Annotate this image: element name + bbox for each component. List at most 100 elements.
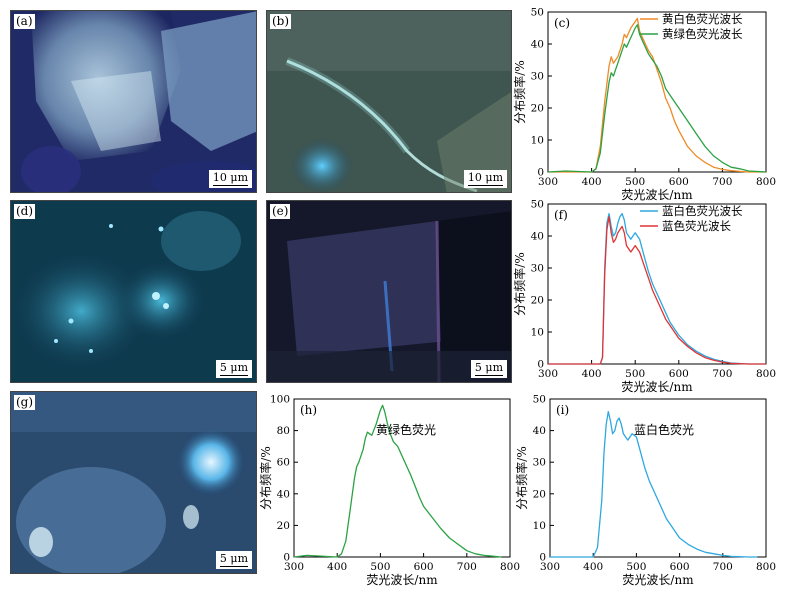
micrograph-image-a — [11, 11, 256, 192]
x-tick-label: 700 — [712, 368, 732, 380]
y-tick-label: 0 — [537, 167, 544, 179]
panel-label-e: (e) — [270, 204, 291, 219]
scale-bar-d: 5 μm — [215, 359, 252, 378]
y-tick-label: 0 — [537, 359, 544, 371]
y-tick-label: 40 — [533, 425, 546, 437]
y-tick-label: 0 — [283, 552, 290, 564]
micrograph-image-d — [11, 201, 256, 382]
series-line-c-0 — [548, 17, 766, 173]
y-tick-label: 20 — [531, 295, 544, 307]
y-tick-label: 20 — [277, 520, 290, 532]
x-tick-label: 700 — [457, 561, 477, 573]
x-tick-label: 800 — [756, 561, 776, 573]
x-axis-label: 荧光波长/nm — [621, 188, 693, 202]
chart-annotation-i: 蓝白色荧光 — [634, 422, 694, 437]
x-tick-label: 800 — [500, 561, 520, 573]
panel-label-b: (b) — [270, 14, 292, 29]
legend-yellow-green-text: 黄绿色荧光波长 — [662, 27, 743, 41]
y-tick-label: 40 — [531, 231, 544, 243]
x-tick-label: 300 — [284, 561, 304, 573]
y-tick-label: 20 — [531, 103, 544, 115]
micrograph-image-e — [267, 201, 511, 382]
plot-frame — [547, 203, 767, 365]
photo-panel-b: 10 μm (b) — [266, 10, 512, 193]
panel-label-a: (a) — [14, 14, 35, 29]
legend-blue-white-text: 蓝白色荧光波长 — [662, 204, 743, 218]
x-tick-label: 500 — [625, 368, 645, 380]
x-tick-label: 400 — [582, 176, 602, 188]
x-tick-label: 400 — [327, 561, 347, 573]
series-line-h-0 — [293, 404, 502, 558]
y-tick-label: 60 — [277, 457, 290, 469]
series-line-f-0 — [548, 212, 766, 365]
x-axis-label: 荧光波长/nm — [366, 573, 438, 587]
panel-label-d: (d) — [14, 204, 36, 219]
photo-panel-e: 5 μm (e) — [266, 200, 512, 383]
spectrum-chart-i: 300 400 500 600 700 800 0 10 20 30 40 50 荧光波长/nm 分布频率… — [514, 394, 776, 588]
x-tick-label: 600 — [669, 176, 689, 188]
x-tick-label: 300 — [538, 176, 558, 188]
x-tick-label: 800 — [756, 368, 776, 380]
panel-label-c: (c) — [554, 16, 570, 30]
x-tick-label: 800 — [756, 176, 776, 188]
y-tick-label: 20 — [533, 488, 546, 500]
series-line-f-1 — [548, 216, 766, 365]
photo-panel-d: 5 μm (d) — [10, 200, 257, 383]
y-axis-label: 分布频率/% — [258, 446, 273, 509]
scale-bar-e: 5 μm — [470, 359, 507, 378]
x-tick-label: 300 — [538, 368, 558, 380]
y-axis-label: 分布频率/% — [512, 60, 527, 123]
y-tick-label: 10 — [533, 520, 546, 532]
x-tick-label: 300 — [540, 561, 560, 573]
y-tick-label: 10 — [531, 327, 544, 339]
y-tick-label: 30 — [533, 457, 546, 469]
panel-label-g: (g) — [14, 395, 36, 410]
panel-label-f: (f) — [554, 208, 568, 222]
micrograph-image-b — [267, 11, 511, 192]
panel-label-h: (h) — [300, 403, 317, 417]
panel-label-i: (i) — [556, 403, 569, 417]
spectrum-chart-f: 300 400 500 600 700 800 0 10 20 30 40 50 荧光波长/nm 分布频率… — [512, 199, 776, 395]
x-tick-label: 400 — [583, 561, 603, 573]
chart-annotation-h: 黄绿色荧光 — [376, 422, 436, 437]
x-tick-label: 600 — [670, 561, 690, 573]
x-axis-label: 荧光波长/nm — [622, 573, 694, 587]
y-tick-label: 40 — [531, 39, 544, 51]
x-tick-label: 600 — [414, 561, 434, 573]
y-tick-label: 30 — [531, 263, 544, 275]
y-tick-label: 80 — [277, 425, 290, 437]
photo-panel-a: 10 μm (a) — [10, 10, 257, 193]
scale-bar-a: 10 μm — [208, 169, 252, 188]
scale-bar-b: 10 μm — [463, 169, 507, 188]
x-tick-label: 700 — [713, 561, 733, 573]
y-tick-label: 50 — [533, 394, 546, 406]
series-line-c-1 — [547, 24, 767, 173]
y-axis-label: 分布频率/% — [512, 252, 527, 315]
legend-blue-text: 蓝色荧光波长 — [662, 219, 731, 233]
x-tick-label: 600 — [669, 368, 689, 380]
spectrum-chart-c: 300 400 500 600 700 800 0 10 20 30 40 50 荧光波长/nm 分布频率… — [512, 7, 776, 203]
y-tick-label: 50 — [531, 7, 544, 19]
x-tick-label: 500 — [370, 561, 390, 573]
photo-panel-g: 5 μm (g) — [10, 391, 257, 574]
legend-yellow-white-text: 黄白色荧光波长 — [662, 12, 743, 26]
y-tick-label: 10 — [531, 135, 544, 147]
y-tick-label: 100 — [270, 394, 290, 406]
x-tick-label: 700 — [712, 176, 732, 188]
y-tick-label: 30 — [531, 71, 544, 83]
y-tick-label: 0 — [539, 552, 546, 564]
y-tick-label: 50 — [531, 199, 544, 211]
plot-frame — [549, 398, 767, 558]
scale-bar-g: 5 μm — [215, 550, 252, 569]
plot-frame — [547, 11, 767, 173]
plot-frame — [293, 398, 511, 558]
micrograph-image-g — [11, 392, 256, 573]
y-tick-label: 40 — [277, 488, 290, 500]
x-tick-label: 400 — [582, 368, 602, 380]
series-line-i-0 — [550, 410, 758, 558]
y-axis-label: 分布频率/% — [514, 446, 529, 509]
x-tick-label: 500 — [625, 176, 645, 188]
spectrum-chart-h: 300 400 500 600 700 800 0 20 40 60 80 100 荧光波长/nm 分布频… — [258, 394, 520, 588]
x-axis-label: 荧光波长/nm — [621, 380, 693, 394]
x-tick-label: 500 — [626, 561, 646, 573]
